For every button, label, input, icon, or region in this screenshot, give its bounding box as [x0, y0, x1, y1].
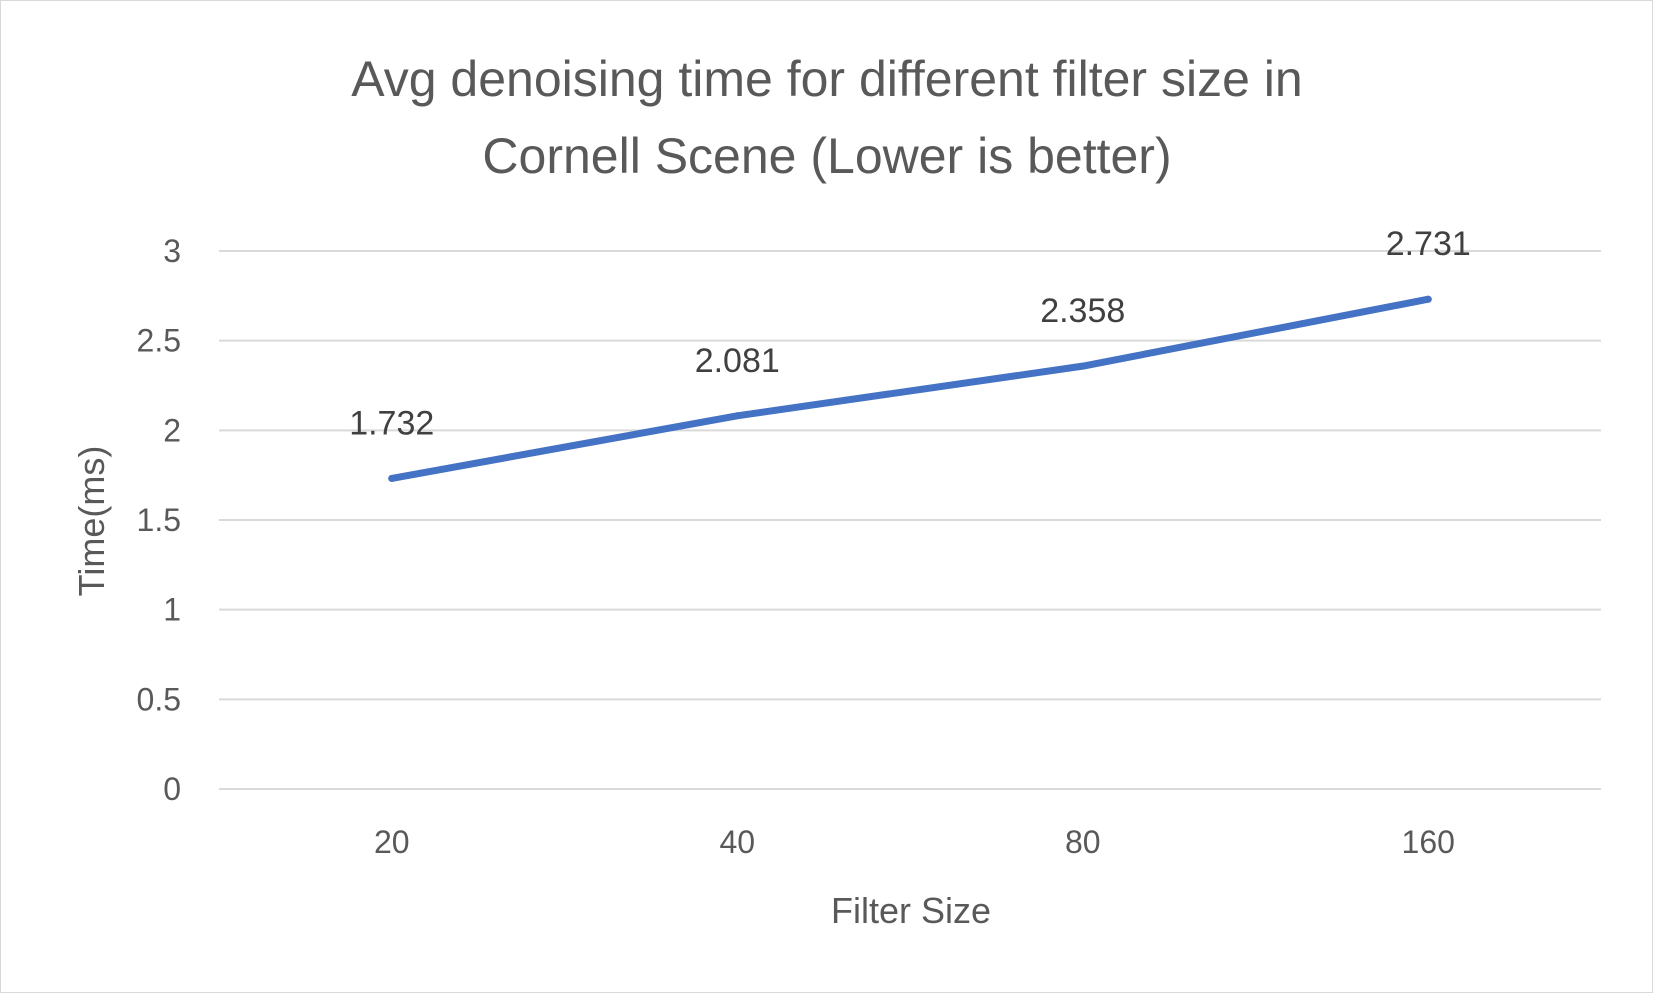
x-tick-label: 80 — [1065, 824, 1101, 860]
y-tick-label: 2 — [163, 412, 181, 448]
series — [388, 295, 1432, 482]
data-label: 2.081 — [695, 342, 780, 380]
y-tick-label: 1 — [163, 592, 181, 628]
data-point — [733, 412, 741, 420]
data-point — [1424, 295, 1432, 303]
y-tick-label: 3 — [163, 233, 181, 269]
x-axis-title: Filter Size — [831, 890, 991, 931]
gridlines — [219, 250, 1601, 790]
chart-title-line-1: Avg denoising time for different filter … — [351, 51, 1302, 107]
data-labels: 1.732 2.081 2.358 2.731 — [349, 225, 1471, 442]
data-label: 2.358 — [1040, 292, 1125, 330]
y-tick-label: 0.5 — [137, 681, 181, 717]
series-line — [388, 295, 1432, 482]
y-tick-label: 0 — [163, 771, 181, 807]
data-point — [1079, 362, 1087, 370]
x-tick-label: 20 — [374, 824, 410, 860]
y-axis-title: Time(ms) — [71, 446, 112, 597]
y-tick-label: 2.5 — [137, 323, 181, 359]
data-point — [388, 474, 396, 482]
data-label: 2.731 — [1386, 225, 1471, 263]
x-tick-label: 160 — [1402, 824, 1455, 860]
chart-title-line-2: Cornell Scene (Lower is better) — [482, 128, 1171, 184]
x-axis-ticks: 20 40 80 160 — [374, 824, 1455, 860]
x-tick-label: 40 — [719, 824, 755, 860]
y-axis-ticks: 0 0.5 1 1.5 2 2.5 3 — [137, 233, 181, 807]
data-label: 1.732 — [349, 404, 434, 442]
y-tick-label: 1.5 — [137, 502, 181, 538]
